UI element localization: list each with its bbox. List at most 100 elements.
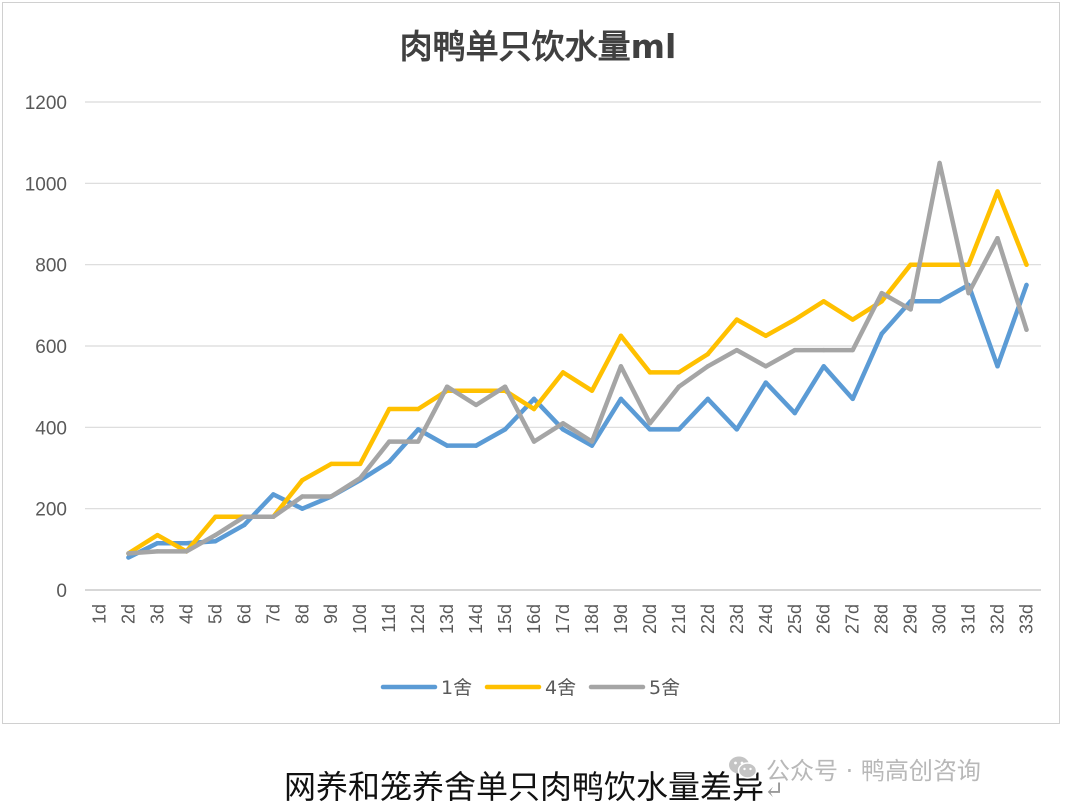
series-line: [126, 189, 1029, 556]
data-point: [213, 539, 218, 544]
x-tick-label: 16d: [524, 604, 544, 634]
data-point: [589, 388, 595, 393]
data-point: [126, 555, 131, 560]
x-tick-label: 24d: [756, 604, 776, 634]
x-tick-label: 28d: [872, 604, 892, 634]
chart-frame: 肉鸭单只饮水量ml 0 200 400 600 800 1000 1200 1d 2d 3d 4d…: [2, 2, 1060, 724]
data-point: [358, 461, 363, 467]
data-point: [155, 532, 160, 538]
data-point: [444, 384, 450, 389]
data-point: [763, 333, 768, 339]
y-tick-label: 0: [56, 581, 67, 602]
watermark: 公众号 · 鸭高创咨询: [728, 750, 981, 786]
data-point: [300, 478, 305, 483]
data-point: [647, 370, 653, 375]
series-1舍: [126, 282, 1029, 560]
x-tick-label: 13d: [437, 604, 457, 634]
x-tick-label: 9d: [321, 604, 341, 624]
x-tick-label: 10d: [350, 604, 370, 634]
data-point: [329, 494, 334, 499]
data-point: [560, 421, 566, 426]
data-point: [676, 370, 682, 375]
legend-item-4舍: 4舍: [484, 677, 576, 699]
data-point: [850, 317, 855, 322]
x-tick-label: 27d: [843, 604, 863, 634]
series-4舍: [126, 189, 1029, 556]
data-point: [589, 439, 595, 444]
data-point: [386, 439, 392, 444]
data-point: [242, 514, 247, 519]
data-point: [531, 439, 537, 444]
wechat-icon: [729, 756, 758, 779]
y-tick-label: 400: [35, 418, 67, 439]
x-tick-label: 25d: [785, 604, 805, 634]
x-tick-label: 1d: [89, 604, 109, 624]
data-point: [213, 514, 218, 519]
data-point: [676, 427, 682, 432]
data-point: [734, 427, 740, 432]
data-point: [618, 364, 624, 369]
series-5舍: [126, 160, 1029, 556]
x-tick-label: 8d: [292, 604, 312, 624]
x-tick-label: 11d: [379, 604, 399, 633]
data-point: [184, 549, 189, 554]
data-point: [184, 541, 189, 546]
data-point: [792, 317, 797, 322]
data-point: [502, 427, 508, 432]
legend: 1舍 4舍 5舍: [380, 677, 680, 699]
x-tick-label: 18d: [582, 604, 602, 634]
data-point: [300, 494, 305, 499]
data-point: [473, 388, 479, 393]
data-point: [329, 461, 334, 467]
data-point: [647, 421, 653, 426]
x-tick-label: 33d: [1017, 604, 1037, 634]
y-tick-label: 200: [35, 500, 67, 521]
data-point: [358, 475, 363, 481]
data-point: [155, 541, 160, 546]
data-point: [213, 532, 218, 538]
data-point: [560, 370, 566, 375]
x-tick-label: 5d: [205, 604, 225, 624]
x-tick-label: 15d: [495, 604, 515, 634]
data-point: [1024, 282, 1029, 288]
data-point: [676, 384, 682, 389]
data-point: [734, 347, 740, 353]
x-tick-label: 20d: [640, 604, 660, 634]
line-chart: 肉鸭单只饮水量ml 0 200 400 600 800 1000 1200 1d 2d 3d 4d…: [25, 27, 1041, 699]
data-point: [705, 351, 711, 357]
data-point: [734, 317, 740, 322]
x-tick-label: 31d: [959, 604, 979, 634]
y-axis-ticks: 0 200 400 600 800 1000 1200: [25, 93, 67, 602]
legend-item-5舍: 5舍: [588, 677, 680, 699]
data-point: [937, 160, 942, 166]
data-point: [589, 443, 595, 448]
legend-label: 1舍: [441, 677, 472, 699]
x-tick-label: 23d: [727, 604, 747, 634]
x-tick-label: 30d: [930, 604, 950, 634]
data-point: [502, 384, 508, 389]
y-tick-label: 1200: [25, 93, 67, 114]
x-axis-ticks: 1d 2d 3d 4d 5d 6d 7d 8d 9d 10d 11d 12d 13d 14d 15d 16d 1…: [89, 604, 1036, 634]
x-tick-label: 26d: [814, 604, 834, 634]
data-point: [908, 307, 913, 312]
data-point: [473, 402, 479, 408]
x-tick-label: 7d: [263, 604, 283, 624]
data-point: [618, 396, 624, 402]
data-point: [792, 347, 797, 353]
data-point: [763, 364, 768, 369]
data-point: [271, 514, 276, 519]
data-point: [126, 551, 131, 556]
x-tick-label: 17d: [553, 604, 573, 634]
data-point: [155, 549, 160, 554]
data-point: [1024, 327, 1029, 332]
data-point: [850, 347, 855, 353]
data-point: [415, 439, 421, 444]
x-tick-label: 19d: [611, 604, 631, 634]
data-point: [300, 506, 305, 511]
series-lines: [126, 160, 1029, 560]
paragraph-return-mark: ↵: [763, 776, 785, 804]
x-tick-label: 29d: [901, 604, 921, 634]
data-point: [473, 443, 479, 448]
figure-caption: 网养和笼养舍单只肉鸭饮水量差异↵: [0, 762, 1068, 808]
x-tick-label: 6d: [234, 604, 254, 624]
